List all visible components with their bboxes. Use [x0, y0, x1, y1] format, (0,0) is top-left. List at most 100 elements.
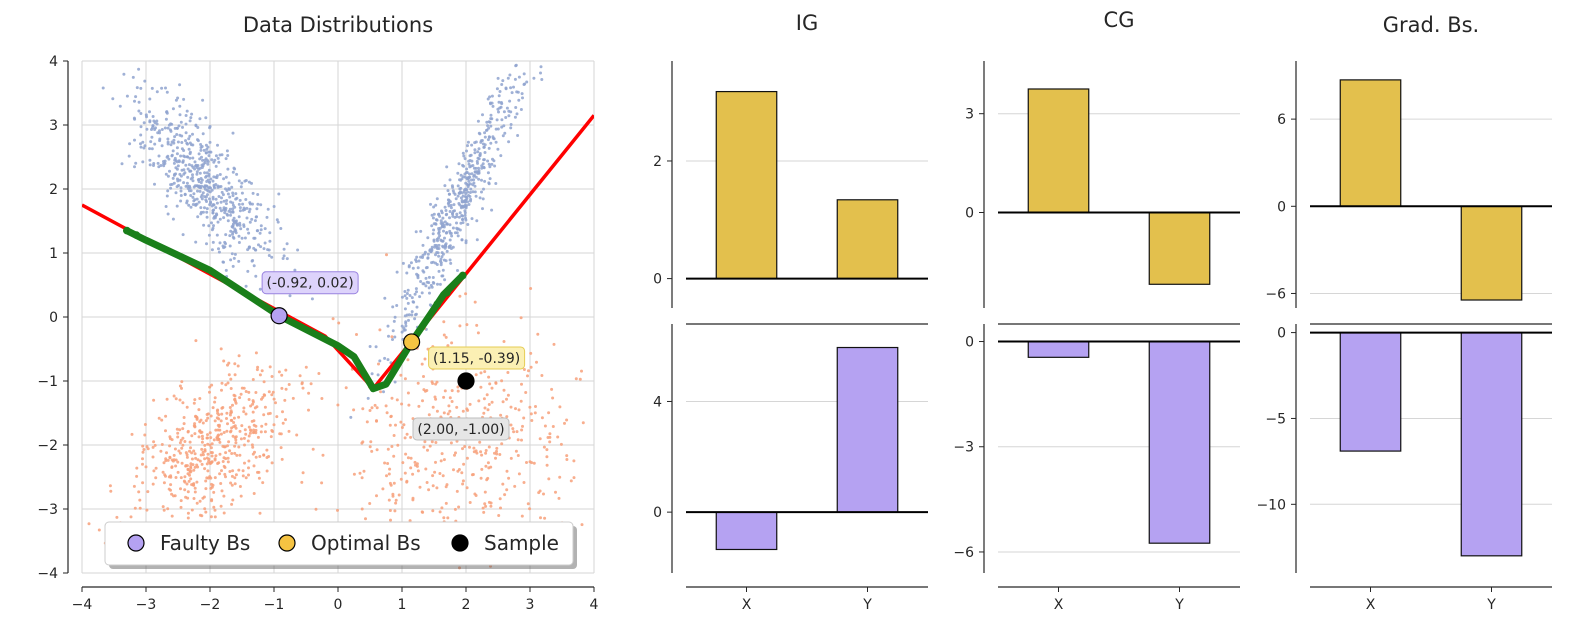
scatter-point-cluster-4	[377, 362, 380, 366]
scatter-point-cluster-3	[247, 425, 251, 429]
scatter-point-cluster-2	[414, 287, 418, 291]
scatter-point-cluster-2	[441, 252, 445, 256]
scatter-point-cluster-2	[520, 92, 524, 96]
scatter-point-cluster-2	[441, 268, 445, 272]
scatter-point-cluster-1	[244, 284, 248, 288]
scatter-point-cluster-2	[426, 252, 430, 256]
scatter-point-cluster-4	[472, 450, 476, 454]
scatter-point-cluster-3	[228, 413, 232, 417]
scatter-point-cluster-2	[509, 86, 513, 90]
scatter-point-cluster-3	[196, 458, 200, 462]
scatter-point-cluster-1	[215, 212, 218, 216]
scatter-point-cluster-3	[192, 401, 196, 405]
scatter-point-cluster-4	[427, 413, 431, 417]
scatter-point-cluster-1	[202, 223, 206, 227]
scatter-point-cluster-1	[218, 217, 222, 221]
scatter-point-cluster-3	[226, 460, 230, 464]
scatter-point-cluster-2	[480, 178, 483, 182]
scatter-point-cluster-4	[417, 404, 421, 408]
scatter-point-cluster-3	[225, 417, 228, 420]
scatter-point-cluster-4	[375, 419, 378, 423]
x-tick-label-y: Y	[1486, 597, 1496, 613]
scatter-point-cluster-1	[153, 142, 157, 146]
scatter-point-cluster-1	[220, 190, 224, 194]
scatter-point-cluster-3	[267, 455, 271, 458]
scatter-point-cluster-1	[246, 248, 250, 252]
scatter-point-cluster-3	[269, 435, 273, 439]
scatter-point-cluster-2	[483, 151, 487, 154]
scatter-point-cluster-4	[530, 461, 534, 465]
scatter-point-cluster-3	[138, 498, 142, 502]
scatter-point-cluster-3	[247, 459, 251, 463]
scatter-point-cluster-1	[205, 210, 209, 214]
scatter-point-cluster-2	[444, 259, 448, 263]
scatter-point-cluster-2	[439, 219, 443, 223]
scatter-point-cluster-4	[535, 360, 538, 364]
scatter-point-cluster-1	[189, 116, 193, 120]
scatter-point-cluster-1	[204, 175, 208, 179]
scatter-point-cluster-3	[237, 354, 241, 358]
scatter-point-cluster-3	[190, 508, 194, 512]
scatter-point-cluster-2	[489, 124, 493, 128]
scatter-point-cluster-3	[166, 507, 170, 511]
scatter-point-cluster-1	[250, 217, 254, 221]
bar-panel-grad-bs-optimal: 60−6	[1265, 61, 1552, 308]
scatter-point-cluster-1	[218, 153, 222, 157]
scatter-point-cluster-3	[209, 515, 213, 519]
scatter-point-cluster-4	[352, 472, 356, 476]
scatter-point-cluster-4	[495, 449, 498, 453]
scatter-point-cluster-2	[522, 83, 526, 86]
scatter-point-cluster-3	[210, 383, 214, 387]
scatter-point-cluster-4	[442, 458, 446, 462]
scatter-point-cluster-2	[482, 145, 486, 149]
x-tick-label-neg3: −3	[136, 597, 157, 613]
scatter-point-cluster-1	[171, 217, 175, 221]
scatter-point-cluster-1	[246, 269, 250, 273]
scatter-point-cluster-1	[196, 215, 200, 219]
scatter-point-cluster-1	[202, 148, 206, 152]
scatter-point-cluster-2	[437, 236, 441, 240]
scatter-point-cluster-3	[160, 418, 164, 422]
scatter-point-cluster-3	[185, 482, 189, 486]
scatter-point-cluster-2	[421, 269, 425, 273]
scatter-point-cluster-3	[244, 432, 248, 436]
scatter-point-cluster-1	[211, 226, 215, 230]
scatter-point-cluster-1	[281, 257, 285, 260]
scatter-point-cluster-1	[211, 179, 215, 183]
scatter-point-cluster-1	[172, 181, 176, 185]
scatter-point-cluster-4	[487, 445, 491, 449]
scatter-point-cluster-3	[194, 456, 198, 460]
scatter-point-cluster-4	[435, 486, 439, 490]
scatter-point-cluster-3	[287, 429, 291, 433]
scatter-point-cluster-1	[237, 241, 241, 244]
scatter-point-cluster-1	[174, 172, 178, 176]
scatter-point-cluster-3	[221, 460, 225, 463]
scatter-point-cluster-2	[456, 269, 459, 272]
scatter-point-cluster-2	[513, 77, 517, 81]
scatter-point-cluster-3	[203, 507, 207, 511]
scatter-point-cluster-3	[186, 490, 190, 494]
scatter-point-cluster-2	[486, 138, 490, 142]
scatter-point-cluster-2	[432, 205, 436, 209]
scatter-point-cluster-3	[130, 432, 134, 436]
scatter-point-cluster-1	[189, 205, 193, 209]
scatter-point-cluster-1	[142, 146, 146, 150]
scatter-point-cluster-2	[478, 196, 482, 200]
scatter-point-cluster-1	[197, 185, 201, 189]
scatter-point-cluster-2	[426, 256, 430, 260]
scatter-point-cluster-1	[226, 192, 230, 196]
scatter-point-cluster-2	[475, 219, 479, 223]
scatter-point-cluster-3	[233, 394, 237, 398]
scatter-point-cluster-2	[494, 182, 498, 185]
scatter-point-cluster-3	[254, 424, 258, 428]
scatter-point-cluster-3	[153, 443, 157, 447]
scatter-point-cluster-1	[148, 147, 152, 151]
scatter-point-cluster-1	[175, 167, 179, 171]
scatter-point-cluster-3	[200, 462, 204, 466]
scatter-point-cluster-4	[390, 445, 394, 448]
scatter-point-cluster-2	[421, 243, 425, 247]
scatter-point-cluster-2	[517, 98, 521, 102]
scatter-point-cluster-2	[465, 195, 469, 199]
scatter-point-cluster-1	[176, 164, 180, 168]
